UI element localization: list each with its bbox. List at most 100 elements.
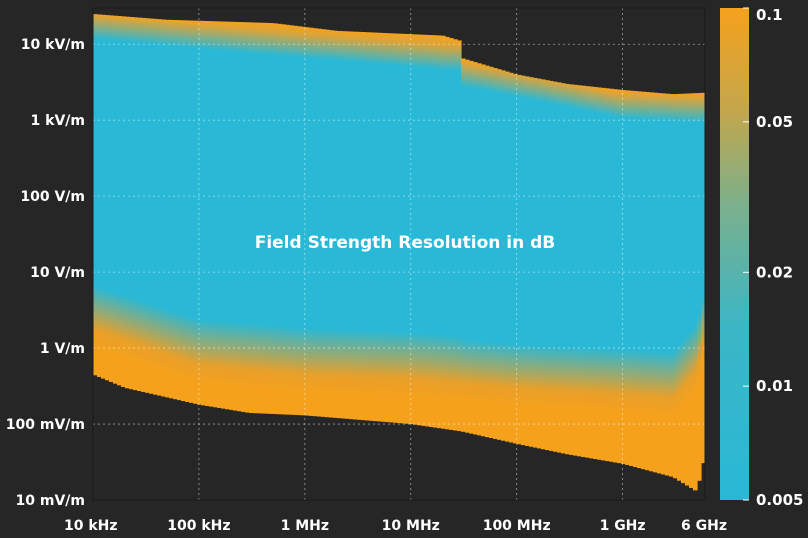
x-tick-label: 1 GHz <box>600 518 646 534</box>
heatmap-column <box>93 14 98 376</box>
heatmap-column <box>237 22 242 412</box>
heatmap-column <box>125 16 130 389</box>
heatmap-column <box>605 88 610 462</box>
colorbar-tick-label: 0.02 <box>756 263 793 281</box>
heatmap-column <box>517 74 522 445</box>
heatmap-column <box>221 21 226 409</box>
y-tick-label: 10 kV/m <box>21 37 85 53</box>
heatmap-column <box>397 33 402 424</box>
y-tick-label: 100 V/m <box>20 189 85 205</box>
heatmap-column <box>101 14 106 379</box>
heatmap-column <box>137 17 142 392</box>
heatmap-column <box>545 80 550 451</box>
heatmap-column <box>553 81 558 452</box>
heatmap-column <box>449 38 454 430</box>
heatmap-column <box>505 71 510 442</box>
heatmap-column <box>577 85 582 457</box>
heatmap-column <box>541 79 546 450</box>
colorbar-tick-label: 0.005 <box>756 491 803 509</box>
heatmap-column <box>445 36 450 430</box>
heatmap-column <box>629 90 634 466</box>
heatmap-column <box>305 27 310 416</box>
heatmap-column <box>121 16 126 388</box>
heatmap-column <box>589 86 594 459</box>
heatmap-column <box>689 93 694 488</box>
heatmap-column <box>161 19 166 397</box>
heatmap-column <box>609 88 614 462</box>
heatmap-column <box>205 21 210 406</box>
heatmap-column <box>97 14 102 377</box>
heatmap-column <box>625 90 630 465</box>
heatmap-column <box>565 83 570 455</box>
heatmap-column <box>657 93 662 474</box>
heatmap-column <box>253 22 258 414</box>
heatmap-layer <box>93 14 705 491</box>
heatmap-column <box>313 28 318 417</box>
heatmap-column <box>453 39 458 431</box>
y-tick-label: 1 V/m <box>40 341 85 357</box>
heatmap-column <box>129 16 134 390</box>
heatmap-column <box>581 85 586 457</box>
heatmap-column <box>413 34 418 425</box>
heatmap-column <box>393 33 398 423</box>
heatmap-column <box>405 33 410 424</box>
heatmap-column <box>669 94 674 477</box>
heatmap-column <box>525 76 530 446</box>
heatmap-column <box>593 86 598 460</box>
heatmap-column <box>133 17 138 391</box>
heatmap-column <box>509 72 514 443</box>
heatmap-column <box>477 63 482 436</box>
heatmap-column <box>293 25 298 415</box>
heatmap-column <box>149 18 154 394</box>
heatmap-column <box>173 20 178 400</box>
heatmap-column <box>157 19 162 396</box>
heatmap-column <box>269 23 274 414</box>
heatmap-column <box>361 32 366 421</box>
heatmap-column <box>169 19 174 399</box>
heatmap-column <box>585 86 590 458</box>
plot-frame <box>92 7 706 501</box>
heatmap-column <box>317 28 322 417</box>
heatmap-column <box>177 20 182 401</box>
heatmap-column <box>377 32 382 422</box>
heatmap-column <box>437 35 442 429</box>
heatmap-column <box>281 24 286 415</box>
heatmap-column <box>549 80 554 451</box>
heatmap-column <box>501 70 506 441</box>
heatmap-column <box>637 91 642 469</box>
heatmap-column <box>645 92 650 471</box>
heatmap-column <box>537 78 542 449</box>
heatmap-column <box>497 69 502 440</box>
heatmap-column <box>105 15 110 381</box>
heatmap-column <box>569 84 574 455</box>
heatmap-column <box>373 32 378 422</box>
heatmap-column <box>557 82 562 453</box>
heatmap-column <box>681 93 686 484</box>
heatmap-column <box>301 26 306 416</box>
x-tick-label: 1 MHz <box>281 518 329 534</box>
heatmap-column <box>513 73 518 444</box>
heatmap-column <box>289 25 294 415</box>
heatmap-column <box>389 33 394 423</box>
heatmap-column <box>685 93 690 486</box>
heatmap-column <box>285 24 290 415</box>
heatmap-column <box>321 29 326 417</box>
heatmap-column <box>353 31 358 420</box>
y-tick-label: 10 mV/m <box>16 493 85 509</box>
heatmap-column <box>349 31 354 420</box>
heatmap-column <box>381 32 386 422</box>
heatmap-column <box>357 31 362 420</box>
heatmap-column <box>257 22 262 414</box>
heatmap-column <box>529 77 534 447</box>
heatmap-column <box>433 35 438 428</box>
heatmap-column <box>153 18 158 395</box>
heatmap-column <box>421 34 426 426</box>
heatmap-column <box>213 21 218 408</box>
heatmap-column <box>409 34 414 425</box>
heatmap-column <box>325 29 330 418</box>
x-tick-label: 10 kHz <box>64 518 118 534</box>
colorbar-tick-label: 0.01 <box>756 377 793 395</box>
heatmap-column <box>141 17 146 392</box>
heatmap-column <box>425 34 430 427</box>
